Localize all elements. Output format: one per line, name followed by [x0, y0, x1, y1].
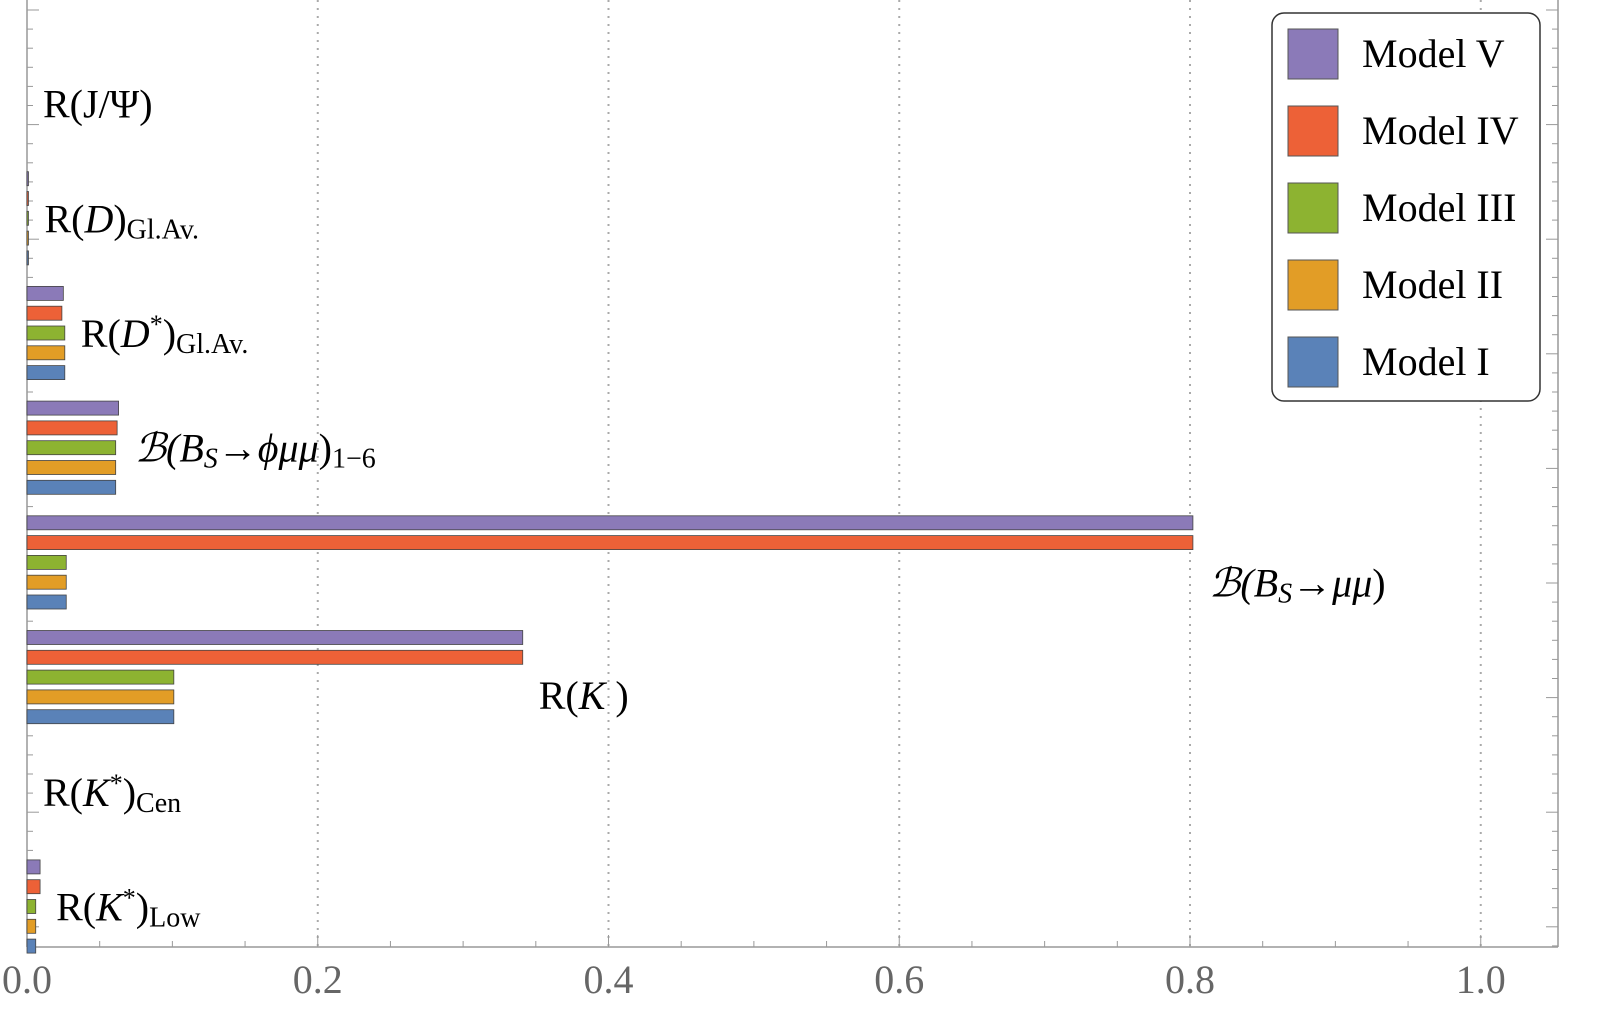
bar [26, 400, 119, 416]
bar [26, 515, 1194, 531]
x-axis-ticks: 0.0 0.2 0.4 0.6 0.8 1.0 [2, 957, 1506, 1002]
bar [26, 479, 117, 495]
category-label: R(K ) [539, 673, 629, 718]
x-tick-label: 0.2 [293, 957, 343, 1002]
x-tick-label: 0.4 [584, 957, 634, 1002]
legend-swatch [1287, 259, 1339, 311]
legend-swatch [1287, 182, 1339, 234]
bar [26, 938, 37, 954]
x-tick-label: 0.0 [2, 957, 52, 1002]
bar [26, 879, 41, 895]
category-label: R(D)Gl.Av. [44, 196, 199, 245]
bar [26, 535, 1194, 550]
bar [26, 460, 117, 475]
x-tick-label: 1.0 [1456, 957, 1506, 1002]
bar [26, 171, 29, 187]
bar [26, 420, 118, 436]
bar [26, 649, 524, 665]
category-label: R(D*)Gl.Av. [81, 310, 249, 360]
bar [26, 230, 29, 246]
category-label: R(K*)Low [56, 883, 201, 933]
bar [26, 440, 117, 456]
bar [26, 859, 41, 875]
bar [26, 555, 67, 570]
legend-label: Model II [1362, 262, 1503, 307]
legend-label: Model V [1362, 31, 1505, 76]
bar [26, 594, 67, 610]
x-tick-label: 0.8 [1165, 957, 1215, 1002]
legend-swatch [1287, 336, 1339, 388]
bar [26, 345, 66, 361]
bar [26, 918, 37, 934]
legend-swatch [1287, 28, 1339, 80]
legend-label: Model III [1362, 185, 1516, 230]
bar [26, 250, 29, 266]
category-label: ℬ(BS→μμ) [1209, 560, 1386, 609]
bar [26, 365, 66, 381]
bar [26, 669, 175, 685]
bar [26, 689, 175, 705]
bar [26, 574, 67, 590]
legend-label: Model IV [1362, 108, 1519, 153]
bars [26, 171, 1194, 954]
bar [26, 305, 63, 321]
bar [26, 210, 29, 226]
bar [26, 630, 524, 645]
category-label: ℬ(BS→ϕμμ)1−6 [135, 426, 376, 475]
legend: Model V Model IV Model III Model II Model I [1271, 12, 1541, 402]
legend-label: Model I [1362, 339, 1490, 384]
bar [26, 191, 29, 206]
legend-swatch [1287, 105, 1339, 157]
bar [26, 325, 66, 341]
bar [26, 709, 175, 725]
group-labels: R(J/Ψ) R(D)Gl.Av. R(D*)Gl.Av. ℬ(BS→ϕμμ)1−6 ℬ… [43, 82, 1386, 934]
grid-lines [316, 0, 1482, 947]
x-tick-label: 0.6 [874, 957, 924, 1002]
bar [26, 285, 64, 301]
category-label: R(J/Ψ) [43, 82, 153, 127]
bar [26, 899, 37, 914]
legend-box [1271, 12, 1541, 402]
category-label: R(K*)Cen [43, 769, 181, 819]
